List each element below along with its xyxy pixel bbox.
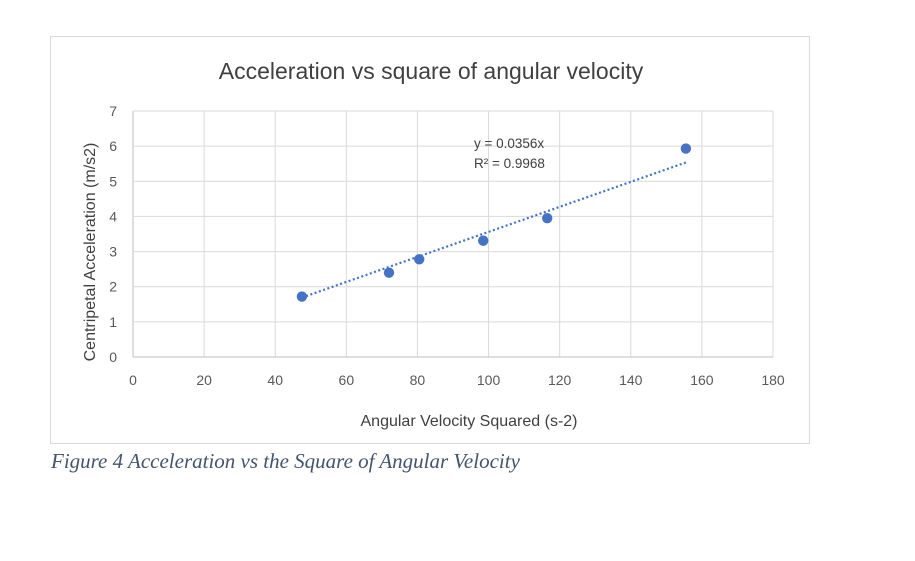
data-points xyxy=(296,143,692,302)
y-tick-label: 7 xyxy=(109,103,117,119)
x-tick-label: 140 xyxy=(619,372,643,388)
y-axis-title: Centripetal Acceleration (m/s2) xyxy=(82,143,99,362)
data-point xyxy=(542,212,553,224)
chart-title: Acceleration vs square of angular veloci… xyxy=(219,58,644,84)
tick-labels: 0 20 40 60 80 100 120 140 160 180 0 1 2 3 4 5 6 7 xyxy=(109,103,785,388)
x-tick-label: 40 xyxy=(267,372,283,388)
y-tick-label: 4 xyxy=(109,208,117,224)
x-tick-label: 160 xyxy=(690,372,714,388)
data-point xyxy=(383,267,395,278)
y-tick-label: 0 xyxy=(109,349,117,365)
data-point xyxy=(478,235,489,246)
trendline-equation: y = 0.0356x xyxy=(474,136,544,151)
data-point xyxy=(414,254,425,265)
y-tick-label: 5 xyxy=(109,173,117,189)
x-tick-label: 180 xyxy=(761,372,785,388)
y-tick-label: 1 xyxy=(109,314,117,330)
grid xyxy=(132,110,774,358)
x-tick-label: 20 xyxy=(196,372,212,388)
figure-caption: Figure 4 Acceleration vs the Square of A… xyxy=(51,449,520,473)
y-tick-label: 3 xyxy=(109,244,117,260)
trendline-line xyxy=(301,161,687,299)
x-tick-label: 80 xyxy=(410,372,426,388)
x-tick-label: 120 xyxy=(548,372,572,388)
y-tick-label: 6 xyxy=(109,138,117,154)
x-axis-title: Angular Velocity Squared (s-2) xyxy=(361,413,578,430)
x-tick-label: 0 xyxy=(129,372,137,388)
chart-svg: Acceleration vs square of angular veloci… xyxy=(82,58,785,430)
y-tick-label: 2 xyxy=(109,279,117,295)
trendline xyxy=(301,161,687,299)
trendline-r-squared: R² = 0.9968 xyxy=(474,156,545,171)
data-point xyxy=(680,143,692,154)
x-tick-label: 60 xyxy=(339,372,355,388)
chart-frame: Acceleration vs square of angular veloci… xyxy=(50,36,810,444)
x-tick-label: 100 xyxy=(477,372,501,388)
data-point xyxy=(296,291,308,302)
